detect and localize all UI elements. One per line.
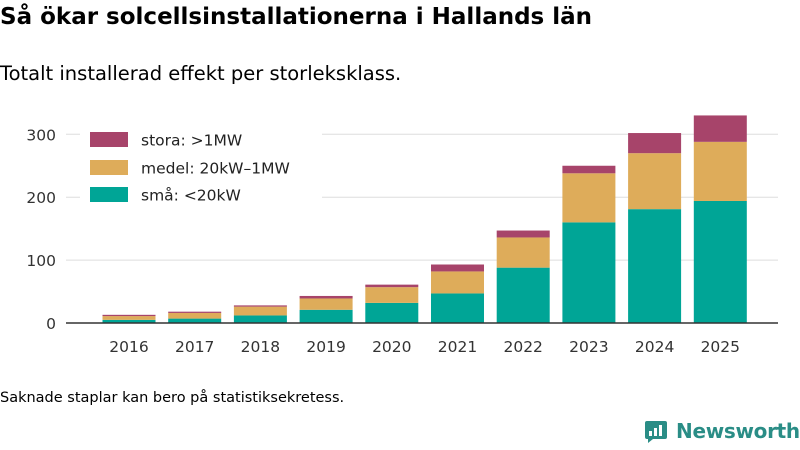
x-tick-label: 2024: [635, 338, 674, 356]
bar-stacks: [102, 115, 747, 323]
x-tick-label: 2016: [109, 338, 148, 356]
y-axis: 0 100 200 300: [26, 126, 56, 333]
bar-stack-2023: [562, 165, 616, 323]
bar-stack-2018: [233, 305, 287, 323]
bar-stora-2019: [299, 295, 353, 299]
bar-stack-2019: [299, 295, 353, 323]
bar-sma-2021: [431, 293, 484, 323]
x-tick-label: 2022: [503, 338, 542, 356]
brand-logo: Newsworthy: [644, 419, 800, 443]
chart-subtitle: Totalt installerad effekt per storlekskl…: [0, 62, 402, 85]
legend: stora: >1MW medel: 20kW–1MW små: <20kW: [80, 126, 322, 212]
legend-swatch-stora: [90, 132, 128, 147]
bar-medel-2016: [102, 316, 156, 320]
bar-medel-2023: [562, 173, 616, 223]
y-tick-label: 300: [26, 126, 56, 144]
bar-medel-2020: [365, 287, 419, 303]
bar-stora-2017: [168, 311, 222, 313]
x-axis: 2016 2017 2018 2019 2020 2021 2022 2023 2024 2025: [66, 322, 778, 356]
x-tick-label: 2020: [372, 338, 411, 356]
chart-title: Så ökar solcellsinstallationerna i Halla…: [0, 4, 593, 30]
bar-stack-2025: [693, 115, 747, 323]
x-tick-label: 2025: [701, 338, 740, 356]
bar-sma-2024: [628, 209, 682, 323]
bar-sma-2017: [168, 318, 222, 323]
brand-name: Newsworthy: [676, 419, 800, 443]
legend-swatch-sma: [90, 187, 128, 202]
footnote: Saknade staplar kan bero på statistiksek…: [0, 390, 345, 406]
x-tick-label: 2018: [241, 338, 280, 356]
bar-stack-2017: [168, 311, 222, 323]
bar-stora-2025: [693, 115, 747, 142]
legend-label-medel: medel: 20kW–1MW: [141, 160, 290, 178]
bar-medel-2022: [496, 237, 550, 268]
bar-sma-2018: [233, 315, 287, 323]
newsworthy-logo-icon: [645, 421, 667, 443]
x-tick-label: 2017: [175, 338, 214, 356]
bar-stora-2020: [365, 284, 419, 288]
y-tick-label: 200: [26, 189, 56, 207]
x-tick-label: 2021: [438, 338, 477, 356]
x-tick-label: 2023: [569, 338, 608, 356]
bar-stora-2016: [102, 314, 156, 317]
bar-stack-2020: [365, 284, 419, 323]
bar-stora-2024: [628, 133, 682, 154]
legend-label-stora: stora: >1MW: [141, 132, 242, 150]
bar-medel-2019: [299, 298, 353, 310]
legend-label-sma: små: <20kW: [141, 187, 241, 205]
y-tick-label: 0: [46, 315, 56, 333]
bar-medel-2018: [233, 306, 287, 316]
y-tick-label: 100: [26, 252, 56, 270]
bar-medel-2025: [693, 141, 747, 201]
bar-sma-2025: [693, 200, 747, 323]
x-tick-label: 2019: [306, 338, 345, 356]
bar-stora-2023: [562, 165, 616, 174]
bar-medel-2021: [431, 271, 484, 294]
bar-sma-2023: [562, 222, 616, 323]
bar-medel-2017: [168, 312, 222, 319]
bar-medel-2024: [628, 153, 682, 210]
bar-stora-2022: [496, 230, 550, 238]
bar-sma-2016: [102, 319, 156, 323]
bar-sma-2020: [365, 302, 419, 323]
bar-stack-2016: [102, 314, 156, 323]
bar-stora-2021: [431, 264, 484, 272]
legend-swatch-medel: [90, 160, 128, 175]
bar-sma-2019: [299, 309, 353, 323]
bar-sma-2022: [496, 267, 550, 323]
bar-stack-2022: [496, 230, 550, 323]
bar-stack-2024: [628, 133, 682, 323]
bar-stack-2021: [431, 264, 484, 323]
bar-stora-2018: [233, 305, 287, 307]
